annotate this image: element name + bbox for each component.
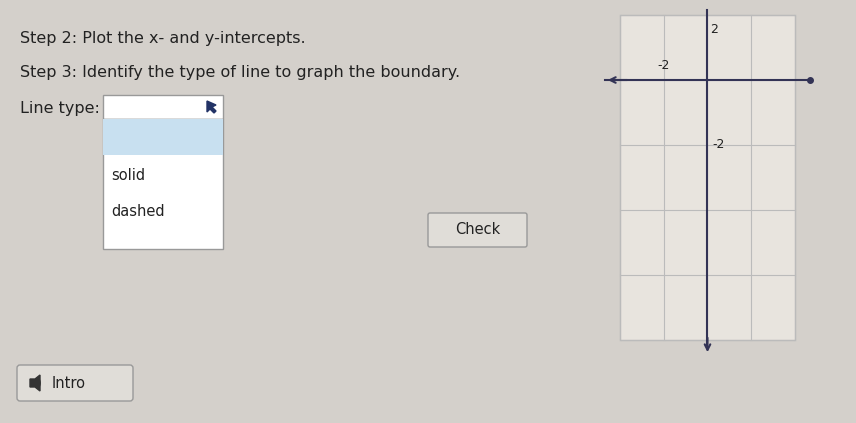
FancyBboxPatch shape	[428, 213, 527, 247]
Text: -2: -2	[712, 138, 725, 151]
Polygon shape	[207, 101, 216, 113]
Text: Step 2: Plot the x- and y-intercepts.: Step 2: Plot the x- and y-intercepts.	[20, 30, 306, 46]
Text: Line type:: Line type:	[20, 101, 100, 115]
Text: Check: Check	[455, 222, 500, 237]
FancyBboxPatch shape	[17, 365, 133, 401]
Text: solid: solid	[111, 168, 146, 182]
Text: 2: 2	[710, 23, 718, 36]
FancyBboxPatch shape	[620, 15, 795, 340]
FancyBboxPatch shape	[103, 95, 223, 119]
Text: Intro: Intro	[52, 376, 86, 390]
Text: dashed: dashed	[111, 203, 164, 219]
Polygon shape	[30, 375, 40, 391]
FancyBboxPatch shape	[103, 119, 223, 155]
Text: Step 3: Identify the type of line to graph the boundary.: Step 3: Identify the type of line to gra…	[20, 64, 461, 80]
Text: -2: -2	[657, 59, 670, 72]
FancyBboxPatch shape	[103, 119, 223, 249]
